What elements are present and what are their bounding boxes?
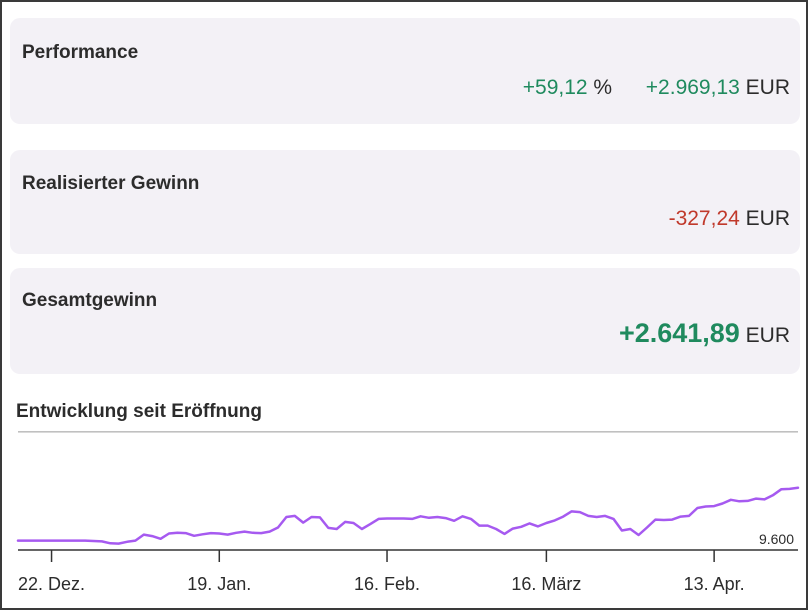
performance-title: Performance: [22, 42, 139, 63]
total-gain-amount: +2.641,89: [618, 318, 740, 348]
total-gain-card: Gesamtgewinn +2.641,89 EUR: [10, 268, 800, 374]
total-gain-title: Gesamtgewinn: [22, 290, 158, 311]
realized-gain-card: Realisierter Gewinn -327,24 EUR: [10, 150, 800, 254]
performance-percent: +59,12: [522, 76, 588, 99]
x-tick-label: 19. Jan.: [187, 574, 251, 594]
realized-gain-amount: -327,24: [668, 207, 740, 230]
x-tick-label: 22. Dez.: [18, 574, 85, 594]
performance-amount: +2.969,13: [645, 76, 740, 99]
realized-gain-title: Realisierter Gewinn: [22, 173, 200, 194]
x-tick-label: 13. Apr.: [684, 574, 745, 594]
x-tick-label: 16. Feb.: [354, 574, 420, 594]
performance-percent-unit: %: [593, 76, 613, 99]
performance-values: +59,12 % +2.969,13 EUR: [523, 76, 790, 100]
chart-title: Entwicklung seit Eröffnung: [16, 401, 262, 422]
total-gain-unit: EUR: [745, 324, 790, 347]
development-chart-panel: Entwicklung seit Eröffnung 9.600 22. Dez.…: [10, 380, 802, 606]
performance-amount-unit: EUR: [745, 76, 790, 99]
x-tick-label: 16. März: [511, 574, 581, 594]
realized-gain-values: -327,24 EUR: [669, 207, 790, 231]
realized-gain-unit: EUR: [745, 207, 790, 230]
development-chart[interactable]: 9.600 22. Dez. 19. Jan. 16. Feb. 16. März 13.…: [10, 380, 802, 606]
performance-card: Performance +59,12 % +2.969,13 EUR: [10, 18, 800, 124]
series-line: [16, 486, 800, 545]
baseline-label: 9.600: [759, 531, 794, 547]
total-gain-values: +2.641,89 EUR: [619, 318, 790, 349]
